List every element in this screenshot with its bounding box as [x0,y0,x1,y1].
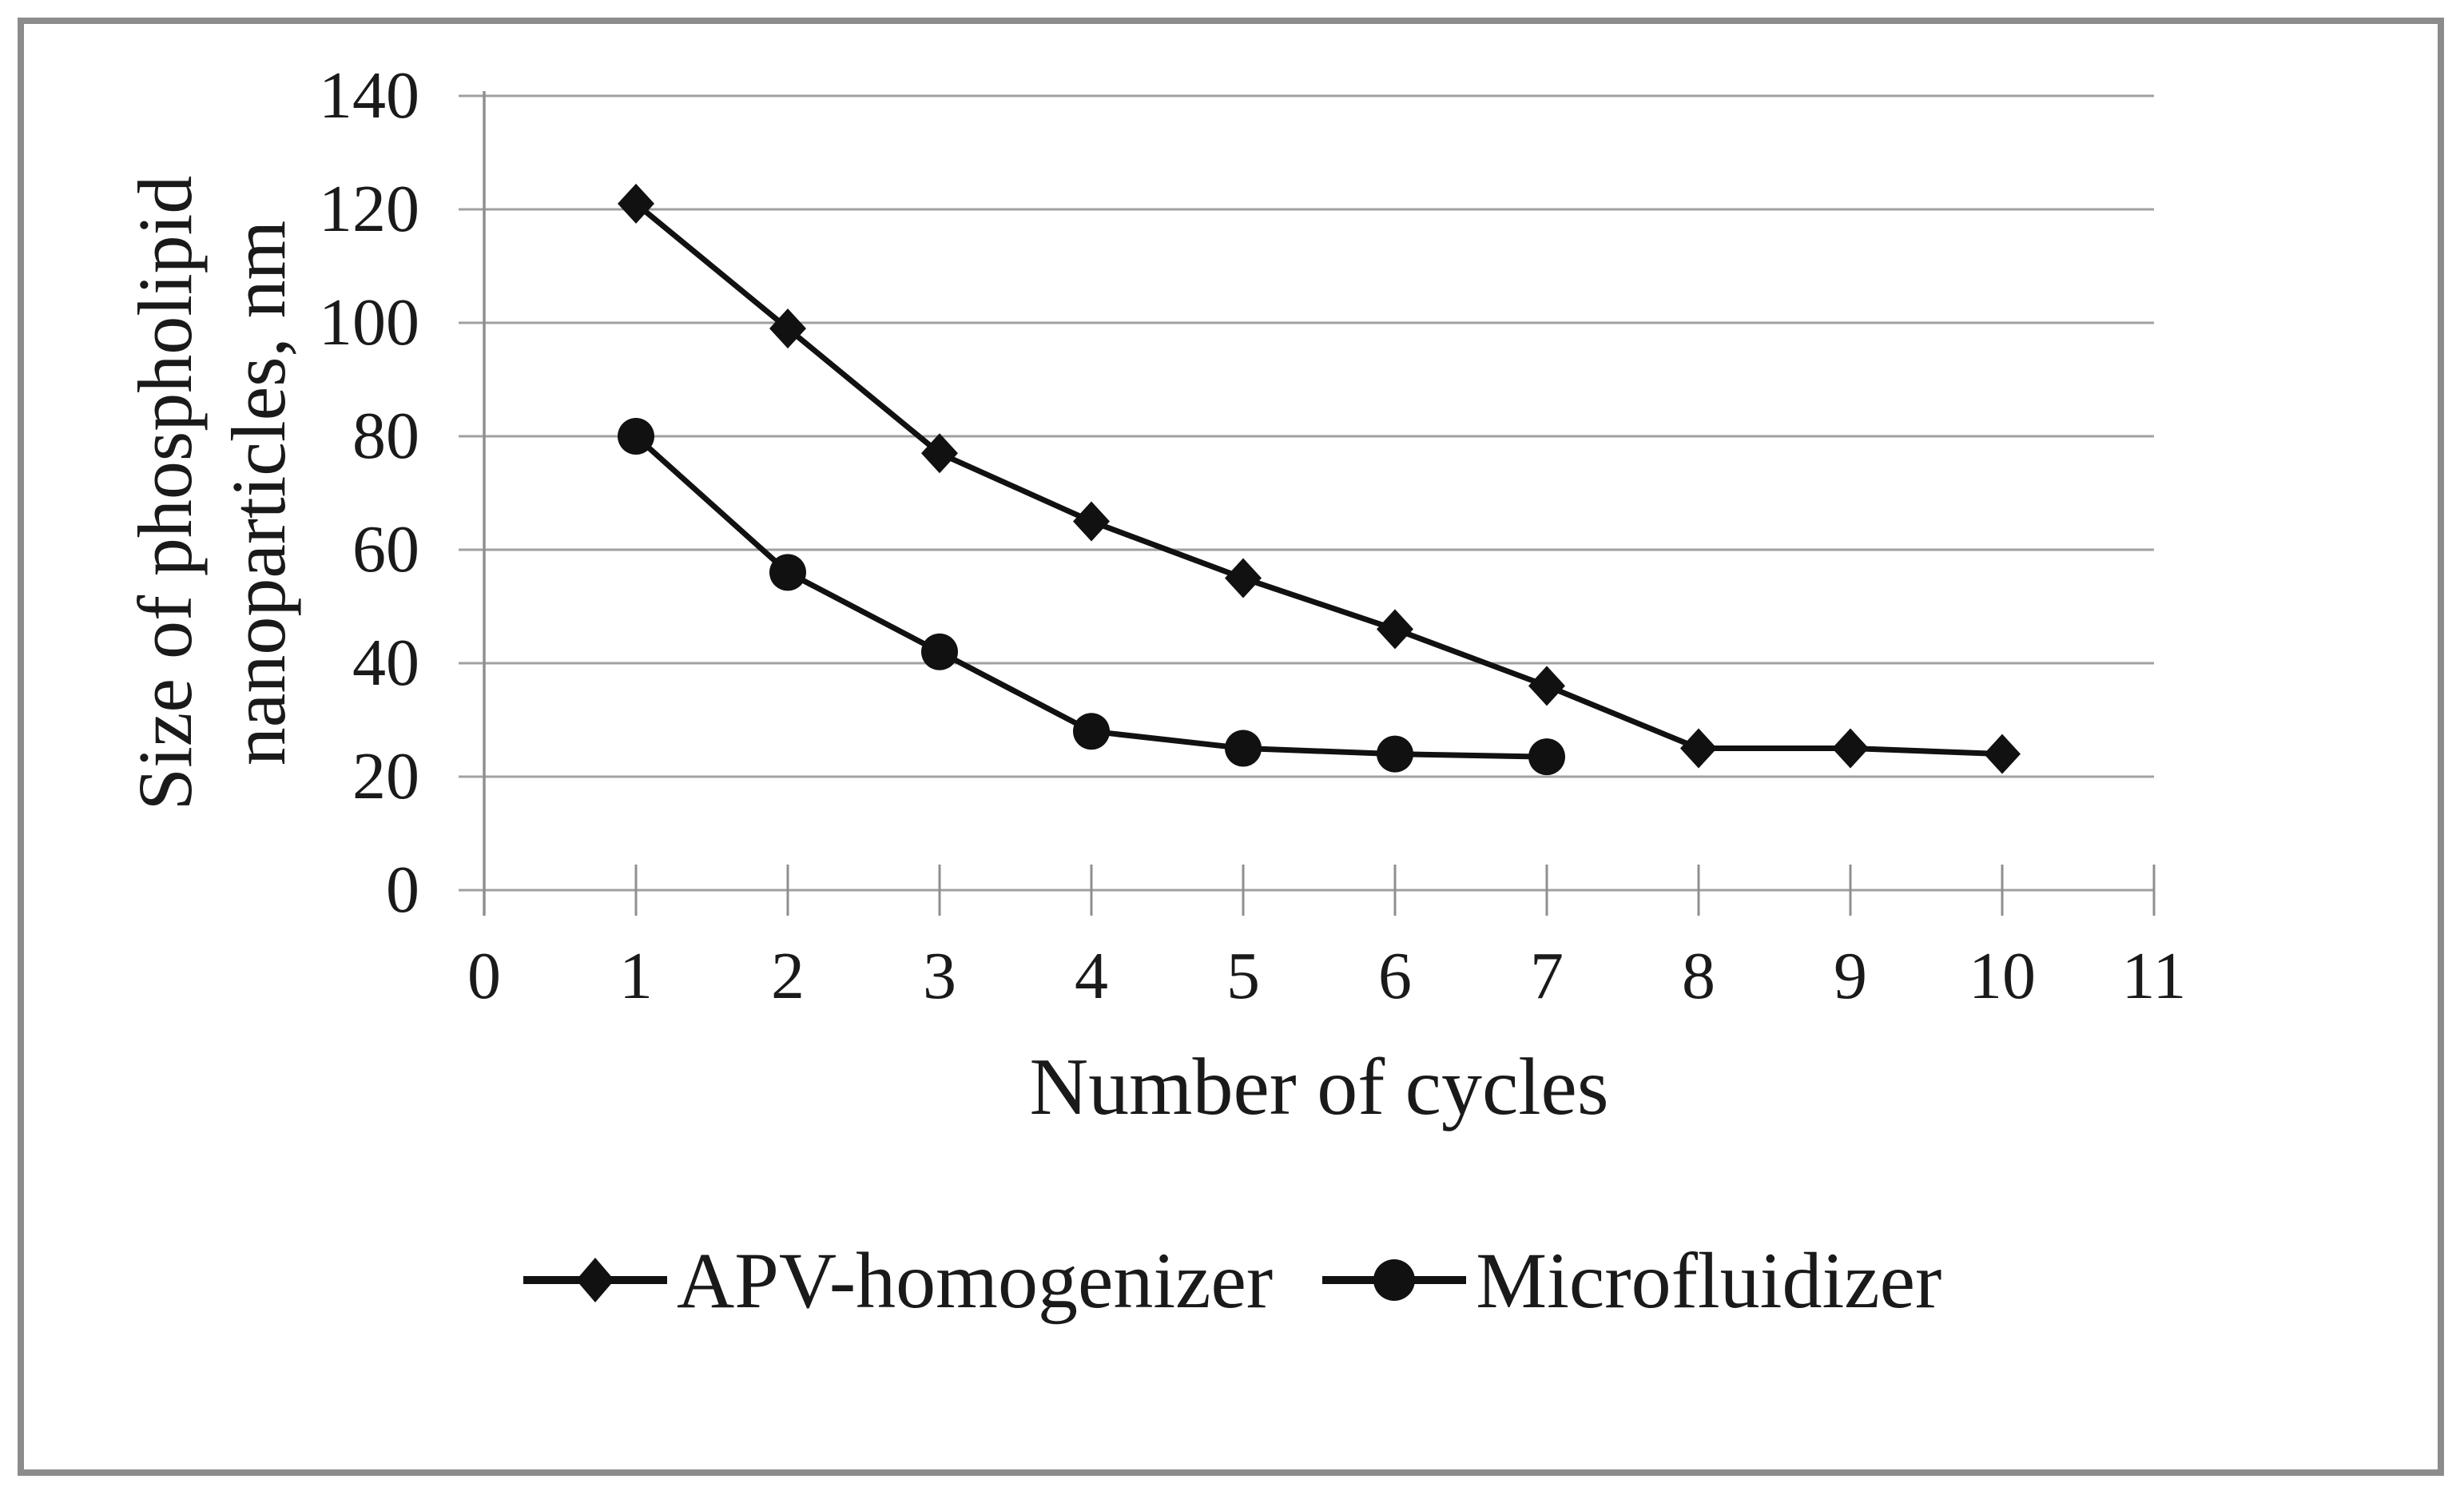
marker-diamond-apv-homogenizer-cycle-10 [1984,734,2021,774]
marker-circle-microfluidizer-cycle-5 [1225,730,1262,767]
x-axis-label-2: 2 [771,939,805,1013]
y-axis-label-0: 0 [386,853,419,927]
y-axis-label-120: 120 [319,172,419,246]
x-axis-label-6: 6 [1378,939,1412,1013]
legend-circle-swatch [1322,1259,1467,1301]
y-axis-label-60: 60 [352,512,419,586]
diamond-icon [576,1258,614,1302]
marker-diamond-apv-homogenizer-cycle-4 [1073,501,1110,542]
marker-diamond-apv-homogenizer-cycle-6 [1377,609,1413,650]
marker-circle-microfluidizer-cycle-1 [618,418,654,455]
y-axis-label-20: 20 [352,739,419,813]
circle-icon [1373,1259,1416,1301]
series-line-microfluidizer [634,434,1548,760]
y-axis-title-line-2: nanoparticles, nm [216,220,301,766]
y-axis-label-140: 140 [319,58,419,133]
y-axis-label-100: 100 [319,285,419,360]
figure-border [18,18,2444,1476]
marker-diamond-apv-homogenizer-cycle-7 [1528,666,1565,706]
marker-diamond-apv-homogenizer-cycle-8 [1680,728,1717,769]
x-axis-label-1: 1 [619,939,653,1013]
x-axis-label-10: 10 [1969,939,2036,1013]
y-axis-label-40: 40 [352,626,419,700]
series-line-apv-homogenizer [634,201,2003,757]
legend-item-apv-homogenizer: APV-homogenizer [523,1232,1273,1328]
marker-circle-microfluidizer-cycle-3 [921,633,958,670]
legend-label-microfluidizer: Microfluidizer [1476,1235,1942,1325]
marker-diamond-apv-homogenizer-cycle-3 [921,433,958,474]
x-axis-label-3: 3 [923,939,956,1013]
x-axis-label-0: 0 [467,939,501,1013]
marker-circle-microfluidizer-cycle-7 [1528,738,1565,776]
y-axis-title-line-1: Size of phospholipid [122,175,208,811]
x-axis-label-8: 8 [1682,939,1715,1013]
marker-diamond-apv-homogenizer-cycle-2 [769,308,806,349]
x-axis-label-5: 5 [1226,939,1260,1013]
y-axis-title: Size of phospholipid nanoparticles, nm [118,54,305,932]
legend-diamond-swatch [523,1258,667,1302]
legend-item-microfluidizer: Microfluidizer [1322,1232,1941,1328]
x-axis-title: Number of cycles [1029,1042,1609,1132]
marker-circle-microfluidizer-cycle-4 [1073,713,1110,750]
y-axis-label-80: 80 [352,399,419,473]
x-axis-label-4: 4 [1075,939,1108,1013]
legend: APV-homogenizer Microfluidizer [523,1231,1941,1330]
marker-diamond-apv-homogenizer-cycle-9 [1832,728,1869,769]
x-axis-label-9: 9 [1834,939,1867,1013]
marker-diamond-apv-homogenizer-cycle-1 [618,183,654,224]
x-axis-label-7: 7 [1530,939,1564,1013]
marker-diamond-apv-homogenizer-cycle-5 [1225,558,1262,598]
legend-label-apv-homogenizer: APV-homogenizer [677,1235,1274,1325]
x-axis-label-11: 11 [2121,939,2187,1013]
marker-circle-microfluidizer-cycle-2 [769,554,806,591]
marker-circle-microfluidizer-cycle-6 [1377,735,1413,773]
